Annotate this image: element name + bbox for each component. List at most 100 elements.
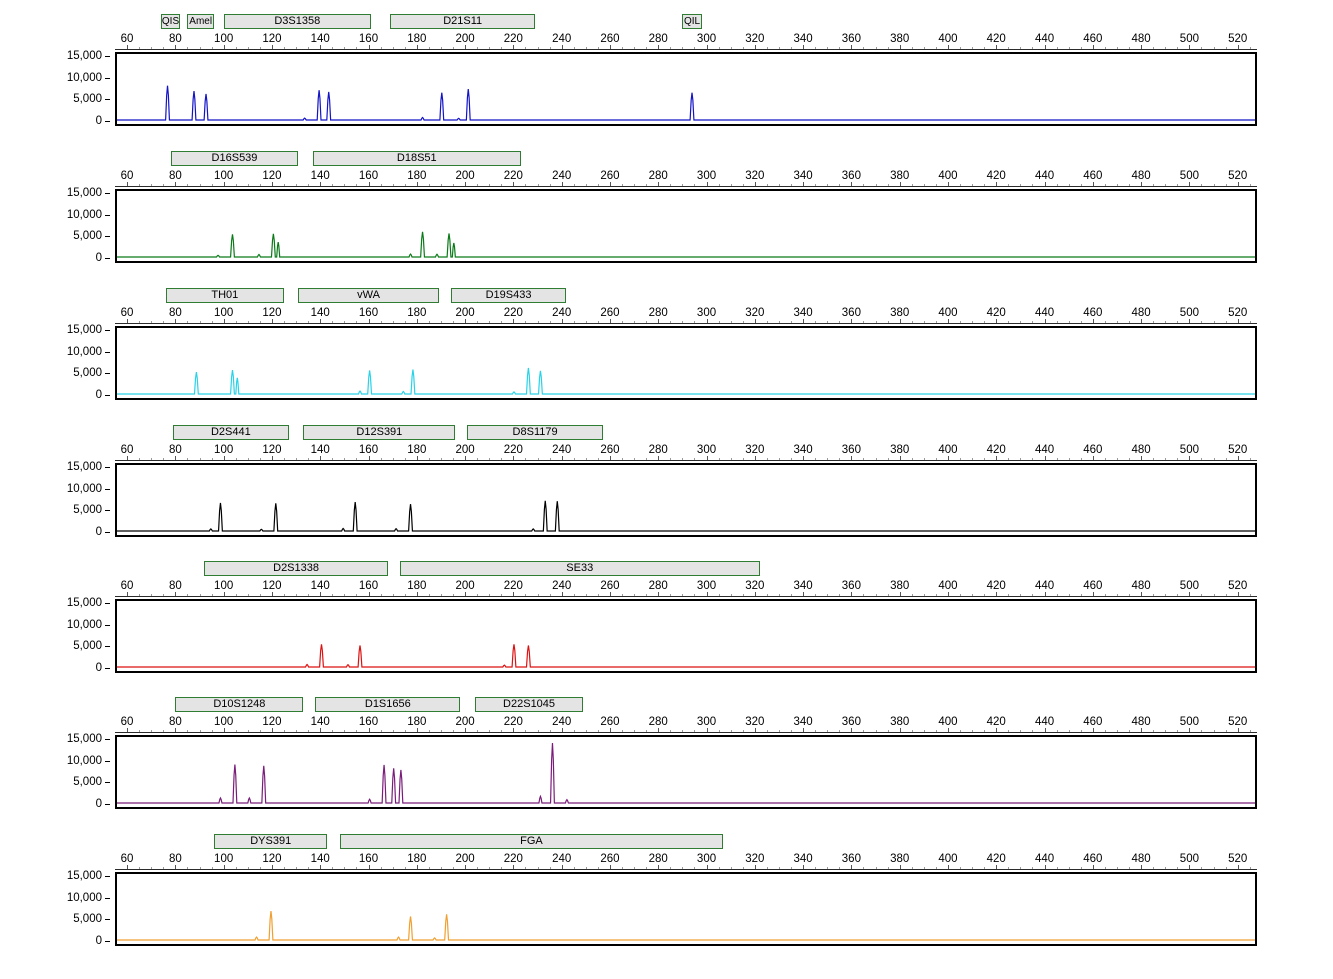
x-tick-label: 60 — [120, 33, 134, 45]
x-minor-tick — [537, 47, 539, 49]
x-tick-label: 140 — [310, 444, 330, 456]
marker-box-qil[interactable]: QIL — [682, 14, 702, 29]
plot-area-purple[interactable] — [115, 735, 1257, 809]
x-minor-tick — [380, 730, 382, 732]
x-tick — [1141, 456, 1143, 460]
x-minor-tick — [392, 321, 394, 323]
marker-box-d10s1248[interactable]: D10S1248 — [175, 697, 304, 712]
x-minor-tick — [1129, 594, 1131, 596]
x-tick — [706, 592, 708, 596]
x-minor-tick — [670, 184, 672, 186]
x-minor-tick — [163, 458, 165, 460]
x-minor-tick — [404, 594, 406, 596]
x-minor-tick — [247, 47, 249, 49]
plot-area-cyan[interactable] — [115, 326, 1257, 400]
marker-box-d8s1179[interactable]: D8S1179 — [467, 425, 603, 440]
marker-box-th01[interactable]: TH01 — [165, 288, 284, 303]
x-tick — [706, 865, 708, 869]
x-minor-tick — [1020, 458, 1022, 460]
y-tick — [105, 603, 110, 604]
x-minor-tick — [791, 321, 793, 323]
x-tick-label: 520 — [1228, 716, 1248, 728]
x-minor-tick — [1032, 47, 1034, 49]
y-tick — [105, 668, 110, 669]
x-tick — [1189, 592, 1191, 596]
x-minor-tick — [923, 184, 925, 186]
x-tick-label: 120 — [262, 580, 282, 592]
marker-box-d21s11[interactable]: D21S11 — [390, 14, 536, 29]
x-minor-tick — [453, 730, 454, 732]
x-minor-tick — [670, 730, 672, 732]
y-axis: 15,000 10,000 5,000 0 — [0, 597, 110, 674]
x-minor-tick — [863, 867, 865, 869]
x-tick — [416, 45, 418, 49]
x-minor-tick — [1032, 321, 1034, 323]
x-tick-label: 520 — [1228, 33, 1248, 45]
x-minor-tick — [211, 458, 213, 460]
x-minor-tick — [296, 184, 298, 186]
x-tick-label: 480 — [1131, 716, 1151, 728]
x-tick-label: 220 — [503, 853, 523, 865]
marker-box-d19s433[interactable]: D19S433 — [450, 288, 567, 303]
x-tick-label: 400 — [938, 853, 958, 865]
x-tick — [851, 728, 853, 732]
x-tick-label: 100 — [214, 580, 234, 592]
x-tick-label: 320 — [745, 170, 765, 182]
x-minor-tick — [1008, 47, 1010, 49]
x-axis-line — [115, 49, 1257, 50]
x-minor-tick — [815, 730, 817, 732]
marker-box-qis[interactable]: QIS — [160, 14, 181, 29]
x-minor-tick — [887, 730, 889, 732]
x-minor-tick — [151, 47, 153, 49]
marker-box-d12s391[interactable]: D12S391 — [303, 425, 456, 440]
marker-box-amel[interactable]: Amel — [187, 14, 214, 29]
x-tick — [561, 182, 563, 186]
plot-area-black[interactable] — [115, 463, 1257, 537]
plot-area-green[interactable] — [115, 189, 1257, 263]
marker-box-d1s1656[interactable]: D1S1656 — [315, 697, 461, 712]
marker-box-d16s539[interactable]: D16S539 — [170, 151, 299, 166]
x-axis-line — [115, 323, 1257, 324]
marker-box-d2s1338[interactable]: D2S1338 — [204, 561, 388, 576]
x-minor-tick — [573, 458, 575, 460]
marker-box-fga[interactable]: FGA — [339, 834, 724, 849]
marker-box-d18s51[interactable]: D18S51 — [312, 151, 521, 166]
x-tick — [803, 319, 805, 323]
plot-area-blue[interactable] — [115, 52, 1257, 126]
x-tick-label: 500 — [1179, 444, 1199, 456]
y-tick — [105, 804, 110, 805]
plot-area-red[interactable] — [115, 599, 1257, 673]
x-minor-tick — [1213, 594, 1215, 596]
marker-box-se33[interactable]: SE33 — [399, 561, 760, 576]
x-tick-label: 80 — [168, 716, 182, 728]
x-minor-tick — [440, 321, 442, 323]
x-tick-label: 500 — [1179, 170, 1199, 182]
marker-box-vwa[interactable]: vWA — [298, 288, 439, 303]
x-minor-tick — [730, 594, 732, 596]
marker-box-d3s1358[interactable]: D3S1358 — [223, 14, 371, 29]
y-tick — [105, 532, 110, 533]
x-tick — [271, 592, 273, 596]
x-tick — [1189, 182, 1191, 186]
x-tick — [1237, 456, 1239, 460]
plot-area-orange[interactable] — [115, 872, 1257, 946]
marker-box-d2s441[interactable]: D2S441 — [172, 425, 289, 440]
marker-box-d22s1045[interactable]: D22S1045 — [474, 697, 584, 712]
x-tick — [368, 319, 370, 323]
x-minor-tick — [960, 730, 962, 732]
x-minor-tick — [827, 184, 829, 186]
x-minor-tick — [1068, 184, 1070, 186]
x-minor-tick — [296, 458, 298, 460]
x-minor-tick — [235, 458, 237, 460]
x-minor-tick — [1225, 458, 1227, 460]
x-minor-tick — [404, 47, 406, 49]
x-minor-tick — [670, 867, 672, 869]
x-tick-label: 280 — [648, 853, 668, 865]
x-minor-tick — [694, 458, 696, 460]
x-minor-tick — [139, 47, 141, 49]
x-minor-tick — [392, 47, 394, 49]
x-tick — [1189, 728, 1191, 732]
marker-box-dys391[interactable]: DYS391 — [213, 834, 328, 849]
x-minor-tick — [1008, 458, 1010, 460]
x-minor-tick — [718, 321, 720, 323]
